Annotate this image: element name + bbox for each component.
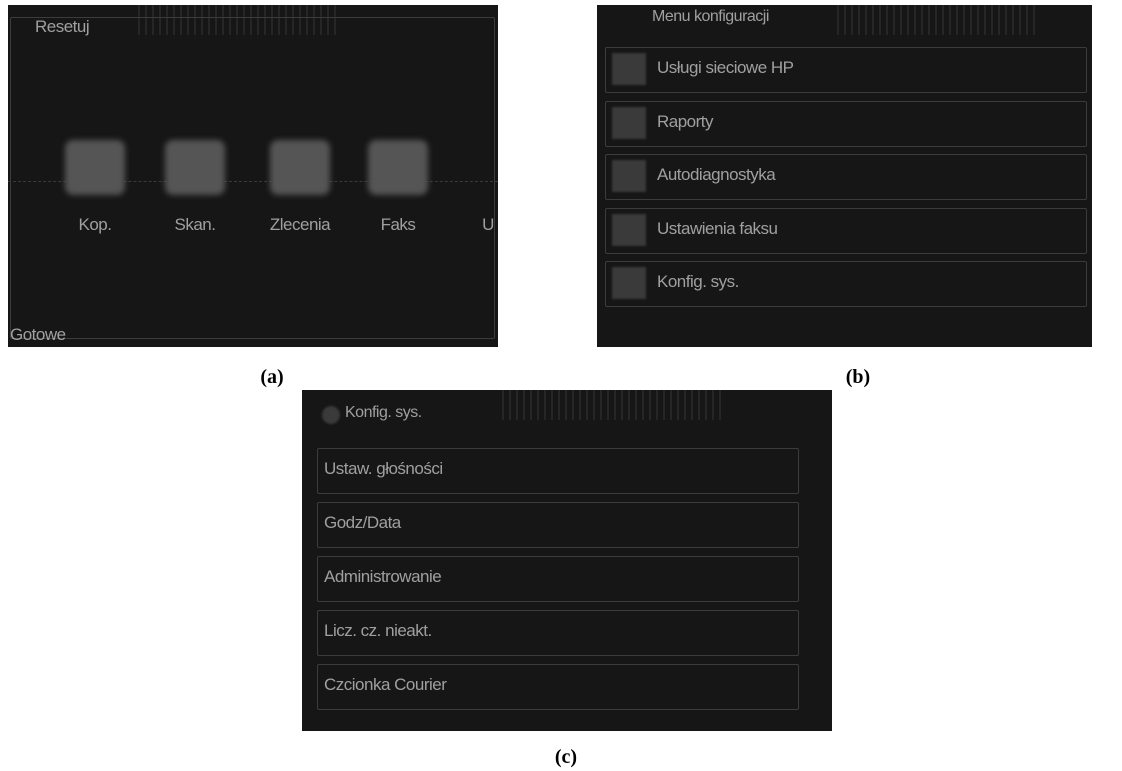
- frame: [10, 17, 495, 339]
- item-icon: [612, 267, 646, 299]
- icon-label[interactable]: U: [482, 215, 494, 234]
- menu-item[interactable]: [605, 207, 1087, 254]
- icon-label[interactable]: Faks: [380, 215, 416, 234]
- menu-item-label: Usługi sieciowe HP: [657, 58, 794, 77]
- item-icon: [612, 213, 646, 246]
- decoration: [502, 390, 722, 420]
- icon-label[interactable]: Skan.: [174, 215, 216, 234]
- menu-item-label: Ustawienia faksu: [657, 218, 778, 238]
- caption: (c): [554, 746, 578, 768]
- icon-label[interactable]: Kop.: [78, 215, 112, 234]
- menu-item-label: Ustaw. głośności: [324, 459, 443, 478]
- menu-item[interactable]: [317, 556, 799, 602]
- decoration: [138, 5, 338, 35]
- caption: (b): [845, 366, 871, 388]
- item-icon: [612, 160, 646, 192]
- menu-item[interactable]: [317, 448, 799, 494]
- icon: [165, 140, 225, 195]
- menu-item-label: Administrowanie: [324, 567, 442, 586]
- icon: [368, 140, 428, 195]
- status: Gotowe: [10, 325, 66, 344]
- menu-item-label: Autodiagnostyka: [657, 165, 776, 184]
- title: Konfig. sys.: [345, 404, 422, 421]
- menu-item[interactable]: [317, 610, 799, 656]
- item-icon: [612, 53, 646, 85]
- menu-item-label: Godz/Data: [324, 513, 401, 532]
- decoration: [837, 5, 1037, 35]
- screen-b: Menu konfiguracji Usługi sieciowe HP Rapo…: [597, 5, 1092, 347]
- title: Menu konfiguracji: [652, 8, 769, 25]
- menu-item[interactable]: [317, 502, 799, 548]
- menu-item-label: Raporty: [657, 111, 714, 131]
- icon: [65, 140, 125, 195]
- screen-c: Konfig. sys. Ustaw. głośności Godz/Data Ad…: [302, 390, 832, 731]
- icon-label[interactable]: Zlecenia: [269, 215, 331, 234]
- screen-a: Resetuj Gotowe Kop. Skan. Zlecenia Faks U: [8, 5, 498, 347]
- title: Resetuj: [35, 17, 90, 36]
- menu-item[interactable]: [605, 154, 1087, 200]
- divider: [8, 181, 498, 182]
- menu-item-label: Czcionka Courier: [324, 675, 447, 694]
- item-icon: [612, 106, 646, 139]
- caption: (a): [260, 366, 284, 388]
- menu-item[interactable]: [317, 664, 799, 710]
- menu-item[interactable]: [605, 47, 1087, 93]
- menu-item[interactable]: [605, 100, 1087, 147]
- gear-icon: [322, 406, 340, 424]
- menu-item-label: Konfig. sys.: [657, 272, 739, 291]
- icon: [270, 140, 330, 195]
- menu-item[interactable]: [605, 261, 1087, 307]
- menu-item-label: Licz. cz. nieakt.: [324, 621, 432, 640]
